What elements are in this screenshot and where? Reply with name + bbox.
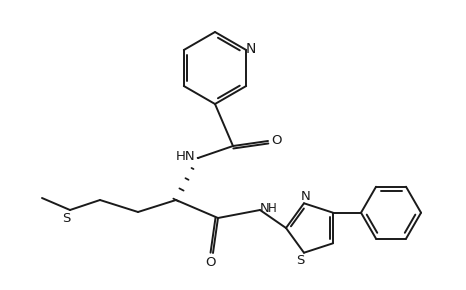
Text: O: O bbox=[206, 255, 216, 269]
Text: H: H bbox=[267, 202, 276, 215]
Text: N: N bbox=[260, 202, 270, 215]
Text: S: S bbox=[296, 254, 304, 267]
Text: N: N bbox=[301, 190, 311, 203]
Text: S: S bbox=[62, 211, 70, 224]
Text: HN: HN bbox=[176, 151, 196, 164]
Text: N: N bbox=[246, 42, 256, 56]
Text: O: O bbox=[271, 135, 281, 148]
